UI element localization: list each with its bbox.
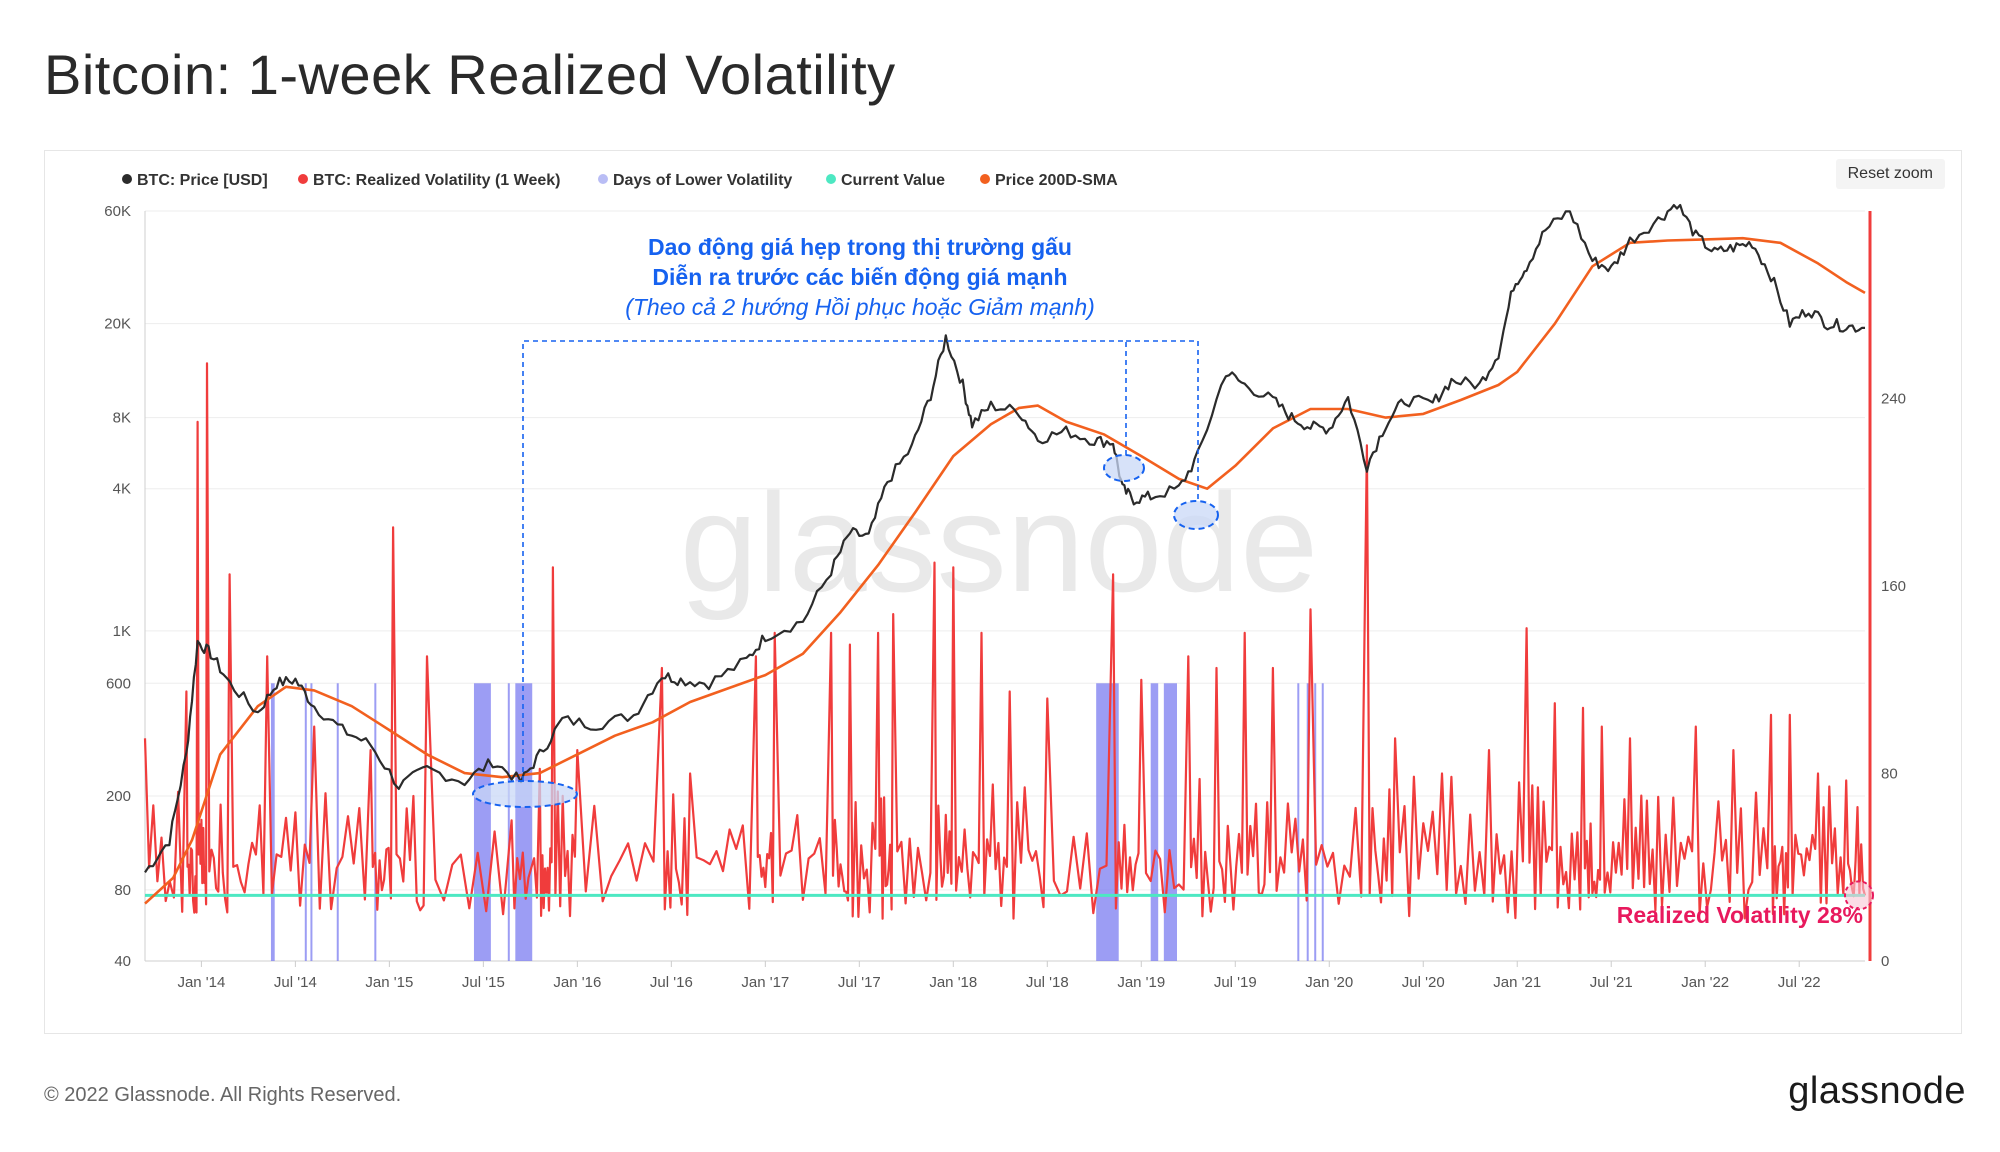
- low-vol-band: [304, 683, 307, 961]
- x-tick-label: Jul '16: [650, 974, 693, 991]
- low-vol-band: [1297, 683, 1300, 961]
- legend-dot-price: [122, 174, 132, 184]
- x-tick-label: Jan '17: [741, 974, 789, 991]
- legend-label-price[interactable]: BTC: Price [USD]: [137, 172, 268, 189]
- x-tick-label: Jan '16: [553, 974, 601, 991]
- x-tick-label: Jan '19: [1117, 974, 1165, 991]
- legend-dot-volatility: [298, 174, 308, 184]
- footer-logo: glassnode: [1788, 1070, 1966, 1112]
- x-tick-label: Jul '15: [462, 974, 505, 991]
- low-vol-band: [515, 683, 533, 961]
- annotation-line1: Dao động giá hẹp trong thị trường gấu: [648, 234, 1072, 260]
- price-line: [144, 203, 1865, 874]
- y-left-tick-label: 4K: [113, 481, 131, 498]
- volatility-line: [143, 362, 1867, 920]
- x-tick-label: Jul '14: [274, 974, 317, 991]
- x-tick-label: Jan '20: [1305, 974, 1353, 991]
- highlight-ellipse-2015: [472, 780, 578, 808]
- connector-2015: [522, 340, 1127, 781]
- current-callout: Realized Volatility 28%: [1617, 880, 1874, 928]
- highlight-ellipses: [472, 454, 1219, 808]
- low-vol-band: [507, 683, 510, 961]
- y-right-tick-label: 160: [1881, 578, 1906, 595]
- annotation-line2: Diễn ra trước các biến động giá mạnh: [652, 263, 1067, 290]
- sma-line: [144, 236, 1866, 905]
- highlight-ellipse-2019: [1173, 500, 1219, 530]
- legend-dot-low-vol: [598, 174, 608, 184]
- y-left-tick-label: 1K: [113, 623, 131, 640]
- y-right-tick-label: 80: [1881, 766, 1898, 783]
- y-left-tick-label: 80: [114, 882, 131, 899]
- x-tick-label: Jul '19: [1214, 974, 1257, 991]
- highlight-ellipse-2018: [1103, 454, 1145, 482]
- y-left-tick-label: 40: [114, 953, 131, 970]
- page-title: Bitcoin: 1-week Realized Volatility: [44, 43, 896, 106]
- legend-label-volatility[interactable]: BTC: Realized Volatility (1 Week): [313, 172, 560, 189]
- low-vol-band: [336, 683, 339, 961]
- reset-zoom-button[interactable]: Reset zoom: [1835, 159, 1945, 189]
- low-vol-band: [1163, 683, 1177, 961]
- connector-2019: [1126, 340, 1199, 501]
- annotation-line3: (Theo cả 2 hướng Hồi phục hoặc Giảm mạnh…: [625, 294, 1095, 320]
- x-tick-label: Jan '22: [1681, 974, 1729, 991]
- y-left-tick-label: 20K: [104, 316, 131, 333]
- chart-panel: Reset zoom BTC: Price [USD] BTC: Realize…: [44, 150, 1962, 1034]
- low-vol-band: [473, 683, 491, 961]
- x-tick-label: Jul '21: [1590, 974, 1633, 991]
- legend-label-current[interactable]: Current Value: [841, 172, 945, 189]
- y-left-tick-label: 200: [106, 788, 131, 805]
- low-vol-band: [270, 683, 275, 961]
- footer-copyright: © 2022 Glassnode. All Rights Reserved.: [44, 1084, 402, 1106]
- x-tick-label: Jan '14: [177, 974, 225, 991]
- legend[interactable]: BTC: Price [USD] BTC: Realized Volatilit…: [122, 172, 1118, 189]
- low-vol-band: [1150, 683, 1159, 961]
- annotation-text: Dao động giá hẹp trong thị trường gấu Di…: [625, 234, 1095, 320]
- x-tick-label: Jan '21: [1493, 974, 1541, 991]
- legend-dot-current: [826, 174, 836, 184]
- y-left-tick-label: 60K: [104, 203, 131, 220]
- legend-dot-sma: [980, 174, 990, 184]
- x-tick-label: Jan '18: [929, 974, 977, 991]
- y-left-tick-label: 600: [106, 675, 131, 692]
- low-vol-band: [1321, 683, 1324, 961]
- y-right-tick-label: 0: [1881, 953, 1889, 970]
- legend-label-sma[interactable]: Price 200D-SMA: [995, 172, 1118, 189]
- y-left-tick-label: 8K: [113, 410, 131, 427]
- watermark: glassnode: [680, 464, 1318, 621]
- axis-ticks: 60K 20K 8K 4K 1K 600 200 80 40 0 80 160 240 Jan '14 Ju…: [104, 203, 1906, 991]
- x-tick-label: Jul '20: [1402, 974, 1445, 991]
- low-vol-band: [374, 683, 377, 961]
- chart-svg[interactable]: BTC: Price [USD] BTC: Realized Volatilit…: [45, 151, 1961, 1033]
- current-value-callout: Realized Volatility 28%: [1617, 902, 1863, 928]
- x-tick-label: Jul '22: [1778, 974, 1821, 991]
- x-tick-label: Jul '18: [1026, 974, 1069, 991]
- legend-label-low-vol[interactable]: Days of Lower Volatility: [613, 172, 792, 189]
- y-right-tick-label: 240: [1881, 391, 1906, 408]
- x-tick-label: Jul '17: [838, 974, 881, 991]
- current-value-marker: [1844, 880, 1874, 911]
- annotation-connectors: [522, 340, 1199, 781]
- x-tick-label: Jan '15: [365, 974, 413, 991]
